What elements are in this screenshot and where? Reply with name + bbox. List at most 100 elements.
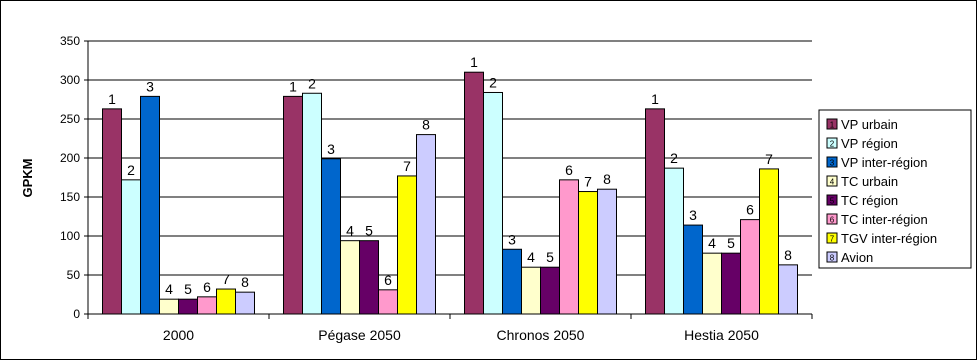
bar (140, 95, 160, 315)
bar (759, 168, 779, 315)
legend-box (818, 109, 972, 269)
legend-entry-label: TC urbain (841, 174, 898, 189)
bar (340, 240, 360, 315)
legend-swatch (826, 232, 838, 244)
bar-data-label: 8 (422, 117, 430, 133)
legend-swatch-number: 6 (830, 216, 835, 225)
bar-data-label: 1 (470, 54, 478, 70)
bar (159, 298, 179, 315)
y-tick-label: 50 (67, 268, 81, 282)
legend-swatch (826, 118, 838, 130)
bar-data-label: 1 (651, 91, 659, 107)
legend-entry-label: Avion (841, 250, 873, 265)
bar (559, 179, 579, 315)
y-tick-label: 0 (73, 307, 80, 321)
bar-data-label: 4 (346, 223, 354, 239)
bar-data-label: 7 (765, 151, 773, 167)
bar-data-label: 2 (127, 162, 135, 178)
bar-data-label: 8 (603, 171, 611, 187)
bar-data-label: 7 (222, 271, 230, 287)
legend-swatch-number: 7 (830, 235, 835, 244)
bar-data-label: 4 (165, 281, 173, 297)
bar (178, 298, 198, 315)
bar (578, 191, 598, 315)
bar (740, 219, 760, 315)
bar (302, 92, 322, 315)
bar (664, 167, 684, 315)
legend-entry-label: VP région (841, 136, 898, 151)
bar-data-label: 5 (546, 249, 554, 265)
bar (121, 179, 141, 315)
bar-data-label: 8 (784, 247, 792, 263)
bar (521, 266, 541, 315)
legend-swatch-number: 8 (830, 254, 835, 263)
legend-entry-label: TC région (841, 193, 898, 208)
legend-swatch-number: 1 (830, 121, 835, 130)
bar (397, 175, 417, 315)
bars (102, 71, 798, 315)
bar-data-label: 2 (489, 74, 497, 90)
legend-swatch (826, 175, 838, 187)
bar-data-label: 5 (184, 281, 192, 297)
legend-entry-label: TC inter-région (841, 212, 928, 227)
bar (321, 158, 341, 315)
legend-swatch (826, 251, 838, 263)
legend-entry-label: VP urbain (841, 117, 898, 132)
y-tick-label: 350 (60, 34, 80, 48)
bar (197, 296, 217, 315)
bar-data-label: 5 (727, 235, 735, 251)
y-axis-title: GPKM (20, 159, 35, 198)
bar-data-label: 3 (508, 231, 516, 247)
y-tick-label: 300 (60, 73, 80, 87)
x-category-label: 2000 (163, 327, 194, 343)
bar (597, 188, 617, 315)
x-category-label: Chronos 2050 (497, 327, 585, 343)
bar (216, 288, 236, 315)
legend-swatch-number: 2 (830, 140, 835, 149)
bar (721, 252, 741, 315)
y-tick-label: 250 (60, 112, 80, 126)
bar-data-label: 6 (565, 162, 573, 178)
bar-data-label: 4 (527, 249, 535, 265)
bar (683, 224, 703, 315)
bar (102, 108, 122, 315)
bar-data-label: 2 (670, 150, 678, 166)
legend-entry-label: TGV inter-région (841, 231, 937, 246)
bar (235, 291, 255, 315)
bar (778, 264, 798, 315)
bar (283, 95, 303, 315)
bar-data-label: 1 (289, 78, 297, 94)
axes: 0 50 100 150 200 250 300 350 2000 Pégase 2050 Chro… (60, 34, 813, 343)
x-category-label: Hestia 2050 (684, 327, 759, 343)
y-tick-label: 100 (60, 229, 80, 243)
y-tick-label: 200 (60, 151, 80, 165)
bar-data-label: 6 (746, 202, 754, 218)
bar-data-label: 6 (203, 279, 211, 295)
bar-data-label: 7 (584, 174, 592, 190)
bar-data-label: 7 (403, 158, 411, 174)
bar (645, 108, 665, 315)
legend: 1 VP urbain 2 VP région 3 VP inter-région 4 TC … (818, 109, 972, 269)
bar-data-label: 1 (108, 91, 116, 107)
bar (502, 248, 522, 315)
legend-swatch-number: 3 (830, 159, 835, 168)
legend-swatch-number: 4 (830, 178, 835, 187)
bar-data-label: 3 (689, 207, 697, 223)
bar-data-label: 5 (365, 223, 373, 239)
bar (359, 240, 379, 315)
bar (483, 91, 503, 315)
legend-swatch (826, 137, 838, 149)
legend-swatch (826, 213, 838, 225)
bar (416, 134, 436, 315)
bar (702, 252, 722, 315)
y-tick-label: 150 (60, 190, 80, 204)
bar-data-label: 3 (146, 78, 154, 94)
bar-data-label: 8 (241, 274, 249, 290)
bar (540, 266, 560, 315)
x-category-label: Pégase 2050 (318, 327, 401, 343)
bar-data-label: 6 (384, 272, 392, 288)
bar-data-label: 2 (308, 75, 316, 91)
